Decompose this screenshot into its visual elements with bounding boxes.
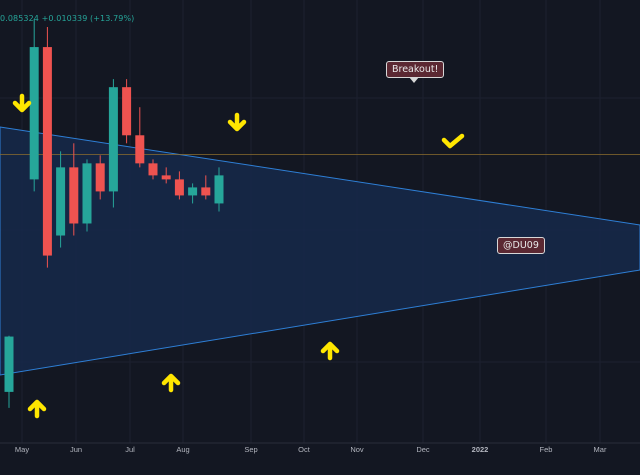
candle-down	[161, 175, 171, 180]
x-tick-label: Aug	[176, 445, 189, 454]
x-tick-label: Oct	[298, 445, 311, 454]
breakout-callout: Breakout!	[386, 61, 445, 83]
annotation-arrows	[12, 93, 465, 419]
candle-up	[108, 87, 118, 192]
x-axis: May Jun Jul Aug Sep Oct Nov Dec 2022 Feb Mar	[15, 445, 607, 454]
arrow-down-icon	[227, 112, 247, 132]
x-tick-label: Mar	[594, 445, 607, 454]
x-tick-label: Dec	[416, 445, 430, 454]
author-watermark: @DU09	[497, 237, 545, 254]
candle-up	[188, 187, 198, 196]
arrow-down-icon	[12, 93, 32, 113]
candle-up	[56, 167, 66, 236]
price-header: 0.085324 +0.010339 (+13.79%)	[0, 14, 135, 23]
candle-up	[4, 336, 14, 392]
candle-down	[174, 179, 184, 196]
arrow-up-icon	[320, 341, 340, 361]
x-tick-label: Sep	[244, 445, 257, 454]
candle-down	[69, 167, 79, 224]
x-tick-label: 2022	[472, 445, 489, 454]
checkmark-icon	[441, 133, 465, 149]
arrow-up-icon	[27, 399, 47, 419]
candle-up	[214, 175, 224, 204]
x-tick-label: May	[15, 445, 29, 454]
x-tick-label: Jul	[125, 445, 135, 454]
candle-down	[148, 163, 158, 176]
candle-down	[95, 163, 105, 192]
arrow-up-icon	[161, 373, 181, 393]
x-tick-label: Feb	[540, 445, 553, 454]
symmetrical-triangle	[0, 126, 640, 376]
candle-up	[29, 47, 39, 180]
x-tick-label: Nov	[350, 445, 364, 454]
candles	[4, 19, 224, 408]
candle-up	[82, 163, 92, 224]
candle-down	[42, 47, 52, 256]
candle-down	[135, 135, 145, 164]
x-tick-label: Jun	[70, 445, 82, 454]
candle-down	[201, 187, 211, 196]
candle-down	[122, 87, 132, 136]
